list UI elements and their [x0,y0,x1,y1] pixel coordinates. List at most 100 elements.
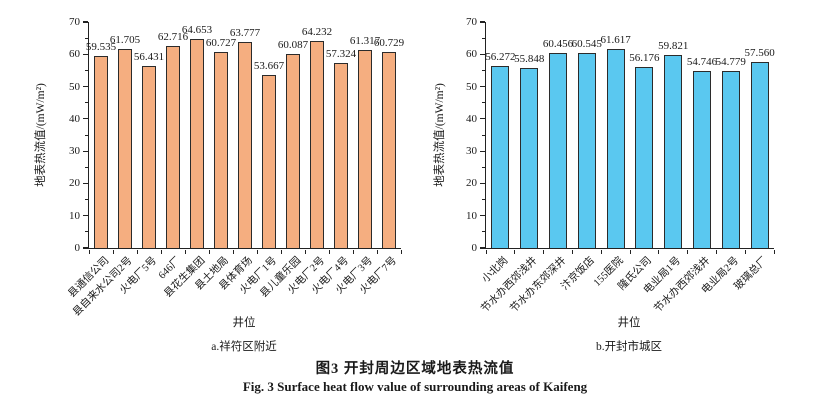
bar-value-label: 60.087 [277,39,309,52]
chart-panel-a: 地表热流值/(mW/m²) 0 10 20 30 40 50 60 70 59.535 61.70… [0,0,415,353]
chart-panel-b: 地表热流值/(mW/m²) 0 10 20 30 40 50 60 70 56.272 55.84… [415,0,830,353]
bar [261,74,277,248]
bar-value-label: 57.560 [744,47,775,60]
y-tick [83,21,88,23]
bar-value-label: 64.653 [181,24,213,37]
y-minor-tick [482,134,485,136]
y-tick-label: 50 [466,80,477,93]
bar [333,62,349,248]
subcaption-a: a.祥符区附近 [211,341,277,353]
y-tick-label: 10 [69,209,80,222]
bar [635,66,654,248]
bar-value-label: 53.667 [253,59,285,72]
y-tick [83,215,88,217]
bar-value-label: 61.705 [109,33,141,46]
y-minor-tick [482,102,485,104]
x-tick [256,250,258,254]
y-tick [480,21,485,23]
x-tick [88,250,90,254]
y-minor-tick [85,231,88,233]
bar [693,71,711,248]
y-tick [480,150,485,152]
bar [117,48,133,248]
bar-value-label: 56.176 [629,51,660,64]
x-tick [514,250,516,254]
y-tick [83,247,88,249]
y-tick [480,215,485,217]
y-tick [83,150,88,152]
y-minor-tick [85,134,88,136]
x-tick [208,250,210,254]
y-tick-label: 30 [466,145,477,158]
y-minor-tick [85,37,88,39]
bar [577,52,596,248]
x-tick [744,250,746,254]
bar-value-label: 59.535 [85,40,117,53]
x-tick [629,250,631,254]
x-tick [687,250,689,254]
y-tick-label: 70 [69,16,80,28]
y-tick-label: 60 [466,48,477,61]
plot-area-b: 0 10 20 30 40 50 60 70 56.272 55.848 60.456 60.545 6… [466,16,775,315]
y-tick-label: 60 [69,48,80,61]
bar-value-label: 62.716 [157,30,189,43]
bar-value-label: 56.272 [485,51,516,64]
bar-value-label: 61.317 [349,35,381,48]
y-tick [480,182,485,185]
bar-value-label: 54.779 [715,56,746,69]
y-minor-tick [85,69,88,71]
x-tick [304,250,306,254]
bar-value-label: 60.456 [542,37,574,50]
x-tick [328,250,330,254]
y-tick [83,85,88,88]
y-axis-label: 地表热流值/(mW/m²) [35,83,47,187]
y-tick-label: 20 [466,177,477,190]
bar [491,66,510,248]
bar [309,40,325,248]
y-tick [83,118,88,120]
plot-area-a: 0 10 20 30 40 50 60 70 59.535 61.705 56.431 62.716 6… [66,16,404,319]
x-tick [715,250,717,254]
subcaption-b: b.开封市城区 [595,341,663,353]
bar-value-label: 60.727 [205,36,237,49]
x-tick [485,250,487,254]
figure-caption-zh: 图3 开封周边区域地表热流值 [315,361,515,377]
y-minor-tick [482,231,485,233]
x-tick [571,250,573,254]
y-tick [480,85,485,88]
y-tick-label: 40 [69,112,80,125]
bar [189,39,205,248]
y-minor-tick [482,69,485,71]
x-tick [136,250,138,254]
bar [664,54,683,248]
bar [141,65,157,248]
bar [520,67,539,248]
y-minor-tick [85,166,88,168]
x-tick [658,250,660,254]
bar [606,49,625,248]
y-tick-label: 10 [466,209,477,222]
bar-value-label: 57.324 [325,47,357,60]
x-tick [773,250,775,254]
bar-value-label: 55.848 [514,52,545,65]
bar [549,52,567,248]
y-minor-tick [482,199,485,201]
bar-value-label: 60.545 [571,37,602,50]
y-minor-tick [482,37,485,39]
x-tick [160,250,162,254]
y-minor-tick [85,102,88,104]
bar [93,55,109,248]
y-tick [83,182,88,185]
bar-value-label: 61.617 [600,34,631,47]
y-tick-label: 50 [69,80,80,93]
bar [237,42,253,248]
x-tick [280,250,282,254]
y-minor-tick [85,199,88,201]
x-tick [112,250,114,254]
bar [285,54,301,248]
y-tick-label: 70 [466,16,477,28]
bar-value-label: 56.431 [133,50,165,63]
bar [750,62,769,248]
y-tick-label: 0 [471,242,478,254]
